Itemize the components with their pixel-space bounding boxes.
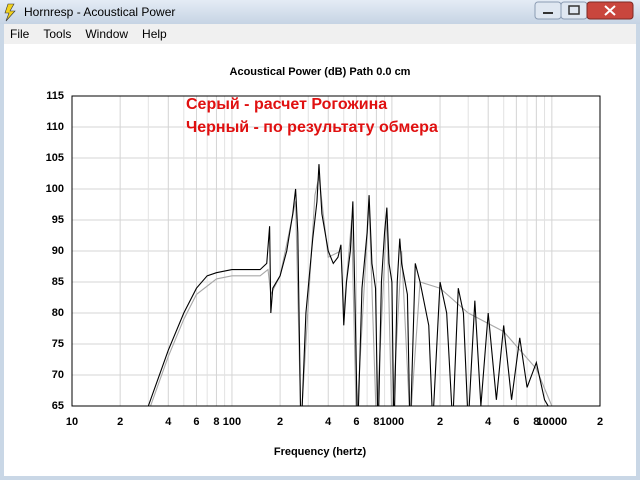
y-tick-label: 95 [52, 214, 64, 226]
x-tick-label: 6 [353, 416, 359, 428]
x-tick-label: 4 [165, 416, 172, 428]
y-tick-label: 65 [52, 400, 64, 412]
maximize-button[interactable] [560, 1, 588, 20]
y-tick-label: 90 [52, 245, 64, 257]
x-tick-label: 8 [533, 416, 539, 428]
app-icon [4, 3, 16, 22]
window-title: Hornresp - Acoustical Power [24, 5, 175, 19]
annotation: Черный - по результату обмера [186, 119, 438, 136]
y-tick-label: 115 [46, 90, 64, 102]
menu-item[interactable]: Tools [43, 27, 71, 41]
y-tick-label: 110 [46, 121, 64, 133]
series-line [147, 164, 549, 406]
y-tick-label: 105 [46, 152, 64, 164]
plot-frame [71, 95, 601, 407]
y-tick-label: 75 [52, 338, 64, 350]
x-tick-label: 4 [325, 416, 332, 428]
x-tick-label: 10000 [537, 416, 568, 428]
x-tick-label: 1000 [380, 416, 404, 428]
y-tick-label: 80 [52, 307, 64, 319]
y-tick-label: 100 [46, 183, 64, 195]
menu-item[interactable]: Window [85, 27, 128, 41]
client-area [4, 44, 636, 476]
y-tick-label: 70 [52, 369, 64, 381]
x-tick-label: 2 [117, 416, 123, 428]
x-tick-label: 2 [277, 416, 283, 428]
x-tick-label: 6 [193, 416, 199, 428]
x-tick-label: 8 [373, 416, 379, 428]
x-tick-label: 10 [66, 416, 78, 428]
menu-item[interactable]: Help [142, 27, 167, 41]
x-tick-label: 4 [485, 416, 492, 428]
x-tick-label: 6 [513, 416, 519, 428]
x-tick-label: 8 [213, 416, 219, 428]
x-tick-label: 2 [597, 416, 603, 428]
x-tick-label: 2 [437, 416, 443, 428]
menu-item[interactable]: File [10, 27, 30, 41]
annotation: Серый - расчет Рогожина [186, 96, 387, 113]
chart-title: Acoustical Power (dB) Path 0.0 cm [230, 66, 411, 78]
minimize-button[interactable] [534, 1, 562, 20]
title-bar [0, 0, 640, 24]
y-tick-label: 85 [52, 276, 64, 288]
x-tick-label: 100 [223, 416, 241, 428]
x-axis-label: Frequency (hertz) [274, 446, 367, 458]
menu-bar [4, 24, 636, 44]
